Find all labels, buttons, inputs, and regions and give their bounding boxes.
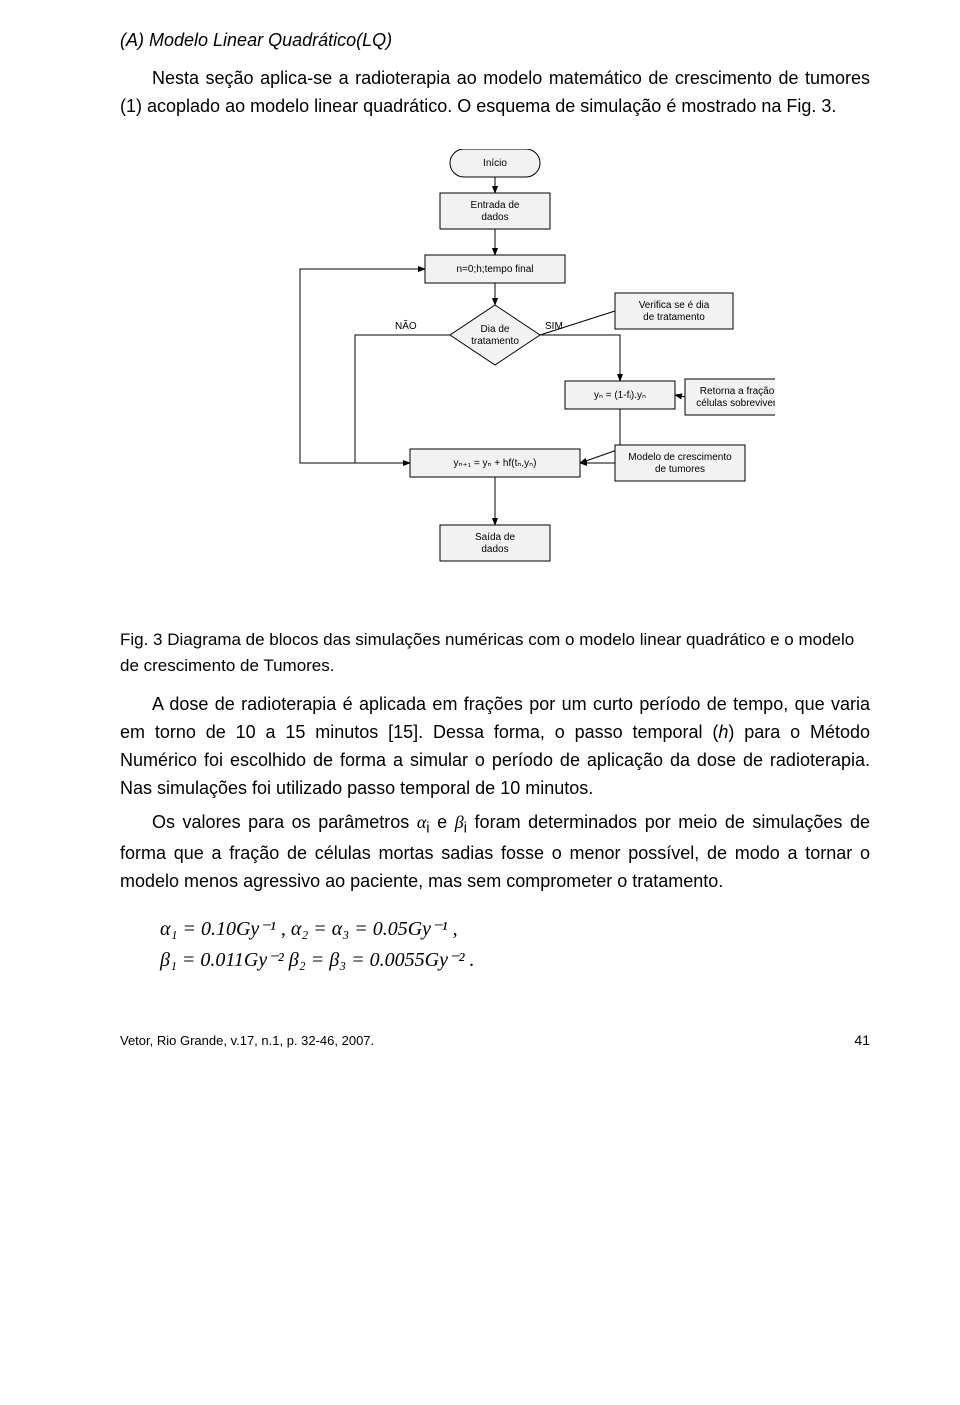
dose-paragraph: A dose de radioterapia é aplicada em fra… [120, 691, 870, 803]
alpha-symbol: α [417, 812, 426, 832]
formula-beta: β₁ = 0.011Gy⁻² β₂ = β₃ = 0.0055Gy⁻² . [160, 947, 870, 972]
svg-text:Modelo de crescimento: Modelo de crescimento [628, 452, 732, 463]
svg-text:células sobreviventes: células sobreviventes [696, 398, 775, 409]
flowchart-diagram: NÃOSIMInícioEntrada dedadosn=0;h;tempo f… [215, 149, 775, 609]
svg-text:Saída de: Saída de [475, 532, 515, 543]
params-paragraph: Os valores para os parâmetros αi e βi fo… [120, 809, 870, 896]
svg-text:NÃO: NÃO [395, 319, 417, 332]
svg-text:dados: dados [481, 212, 508, 223]
svg-text:Retorna a fração de: Retorna a fração de [700, 386, 775, 397]
svg-text:Entrada de: Entrada de [471, 200, 520, 211]
figure-3: NÃOSIMInícioEntrada dedadosn=0;h;tempo f… [215, 149, 775, 609]
para2-h: h [718, 722, 728, 742]
svg-text:Início: Início [483, 158, 507, 169]
page-footer: Vetor, Rio Grande, v.17, n.1, p. 32-46, … [120, 1032, 870, 1048]
figure-caption: Fig. 3 Diagrama de blocos das simulações… [120, 627, 870, 680]
svg-text:yₙ = (1-fᵢ).yₙ: yₙ = (1-fᵢ).yₙ [594, 390, 646, 401]
formula-alpha: α₁ = 0.10Gy⁻¹ , α₂ = α₃ = 0.05Gy⁻¹ , [160, 916, 870, 941]
svg-text:dados: dados [481, 544, 508, 555]
caption-text: Diagrama de blocos das simulações numéri… [120, 630, 854, 675]
para3-a: Os valores para os parâmetros [152, 812, 417, 832]
section-title: (A) Modelo Linear Quadrático(LQ) [120, 30, 870, 51]
svg-text:yₙ₊₁ = yₙ + hf(tₙ,yₙ): yₙ₊₁ = yₙ + hf(tₙ,yₙ) [454, 458, 537, 469]
svg-text:n=0;h;tempo final: n=0;h;tempo final [457, 264, 534, 275]
svg-text:Dia de: Dia de [481, 324, 510, 335]
svg-text:de tumores: de tumores [655, 464, 705, 475]
svg-text:Verifica se é dia: Verifica se é dia [639, 300, 710, 311]
svg-text:tratamento: tratamento [471, 336, 519, 347]
intro-paragraph: Nesta seção aplica-se a radioterapia ao … [120, 65, 870, 121]
para3-b: e [430, 812, 455, 832]
caption-label: Fig. 3 [120, 630, 163, 649]
footer-citation: Vetor, Rio Grande, v.17, n.1, p. 32-46, … [120, 1033, 374, 1048]
svg-text:de tratamento: de tratamento [643, 312, 705, 323]
formula-block: α₁ = 0.10Gy⁻¹ , α₂ = α₃ = 0.05Gy⁻¹ , β₁ … [160, 916, 870, 972]
footer-page-number: 41 [854, 1032, 870, 1048]
beta-symbol: β [455, 812, 464, 832]
